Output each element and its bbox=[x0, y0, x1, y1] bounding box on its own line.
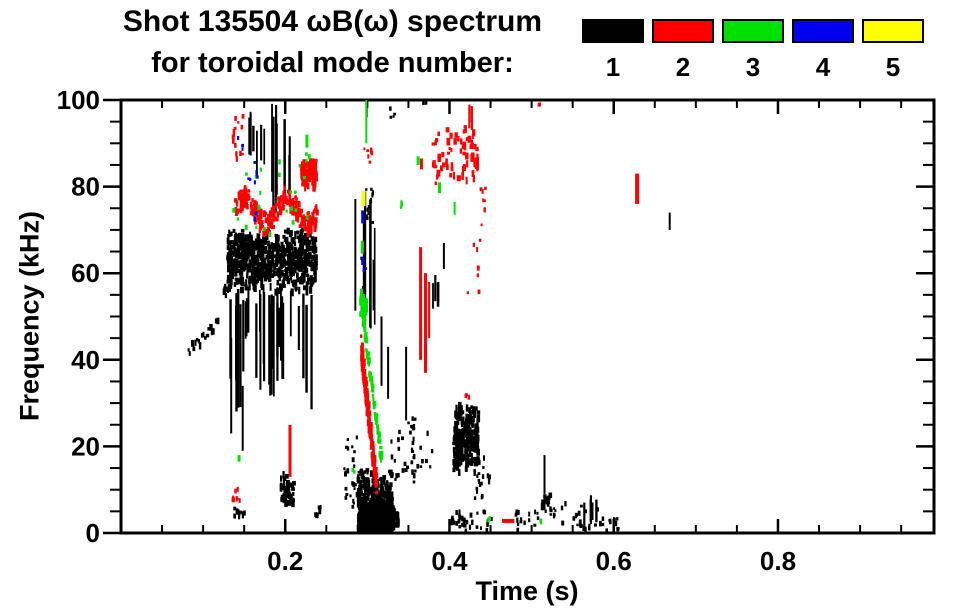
data-marks-mode-3 bbox=[232, 100, 543, 525]
x-tick-label: 0.2 bbox=[267, 546, 303, 576]
tick-labels: 0.2 0.4 0.6 0.8 0 20 40 60 80 100 bbox=[57, 85, 796, 576]
legend-mode-label: 2 bbox=[675, 52, 691, 82]
data-marks-mode-5 bbox=[361, 190, 366, 207]
x-tick-label: 0.8 bbox=[760, 546, 796, 576]
chart-title-line1: Shot 135504 ωB(ω) spectrum bbox=[122, 5, 543, 38]
legend-item-mode-5: 5 bbox=[862, 19, 924, 83]
y-axis-title: Frequency (kHz) bbox=[14, 210, 45, 422]
data-marks-mode-4 bbox=[237, 136, 367, 272]
plot-axes bbox=[103, 98, 936, 535]
legend-mode-label: 3 bbox=[745, 52, 761, 82]
y-tick-label: 80 bbox=[71, 172, 100, 202]
legend: 1 2 3 4 5 bbox=[0, 0, 963, 92]
legend-swatch-mode-4 bbox=[792, 19, 854, 43]
x-axis-title: Time (s) bbox=[475, 576, 579, 606]
legend-mode-label: 1 bbox=[605, 52, 621, 82]
legend-item-mode-4: 4 bbox=[792, 19, 854, 83]
data-marks-mode-1 bbox=[187, 100, 671, 533]
legend-swatch-mode-2 bbox=[652, 19, 714, 43]
legend-swatch-mode-1 bbox=[582, 19, 644, 43]
y-tick-label: 100 bbox=[57, 85, 100, 115]
legend-item-mode-2: 2 bbox=[652, 19, 714, 83]
data-marks-mode-2 bbox=[231, 102, 640, 523]
legend-mode-label: 4 bbox=[815, 52, 831, 82]
x-tick-label: 0.6 bbox=[596, 546, 632, 576]
legend-item-mode-3: 3 bbox=[722, 19, 784, 83]
y-tick-label: 0 bbox=[86, 518, 100, 548]
y-tick-label: 20 bbox=[71, 431, 100, 461]
legend-mode-label: 5 bbox=[885, 52, 901, 82]
legend-item-mode-1: 1 bbox=[582, 19, 644, 83]
legend-swatch-mode-3 bbox=[722, 19, 784, 43]
x-tick-label: 0.4 bbox=[431, 546, 468, 576]
y-tick-label: 60 bbox=[71, 258, 100, 288]
chart-title-line2: for toroidal mode number: bbox=[151, 47, 514, 79]
y-tick-label: 40 bbox=[71, 345, 100, 375]
legend-swatch-mode-5 bbox=[862, 19, 924, 43]
